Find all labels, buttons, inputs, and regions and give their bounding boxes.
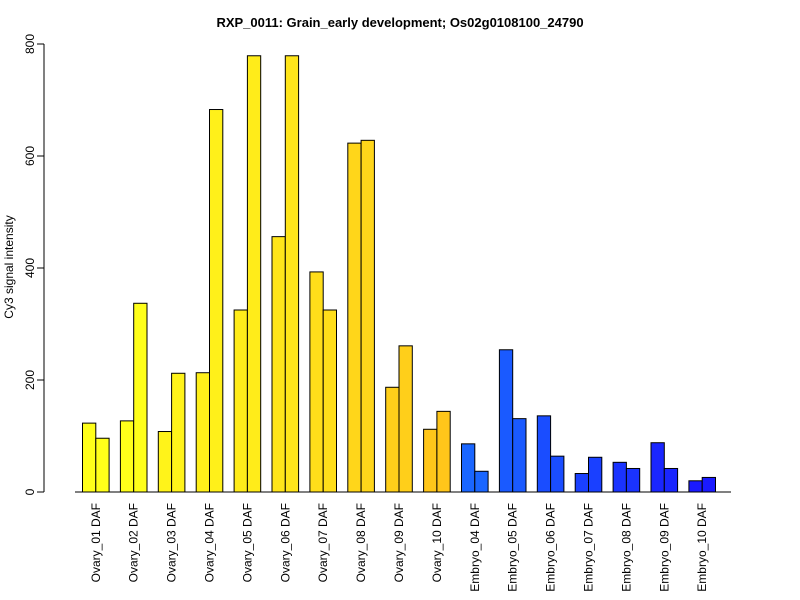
bar-3-0 <box>195 372 210 493</box>
bar-9-0 <box>423 428 438 493</box>
bar-6-1 <box>322 309 338 493</box>
y-tick-label: 0 <box>23 488 37 495</box>
y-tick-label: 400 <box>23 258 37 278</box>
y-tick-label: 600 <box>23 146 37 166</box>
bar-5-1 <box>284 55 300 493</box>
x-tick-label: Ovary_04 DAF <box>203 503 217 582</box>
bar-7-0 <box>347 142 362 493</box>
x-tick-label: Ovary_07 DAF <box>316 503 330 582</box>
bar-7-1 <box>360 139 375 493</box>
y-tick-label: 800 <box>23 34 37 54</box>
bar-6-0 <box>309 271 324 493</box>
x-tick-label: Embryo_07 DAF <box>582 503 596 592</box>
bar-9-1 <box>436 410 451 493</box>
bar-15-0 <box>650 442 665 493</box>
bar-12-0 <box>536 415 552 493</box>
bar-3-1 <box>209 109 224 493</box>
chart-title: RXP_0011: Grain_early development; Os02g… <box>216 15 583 30</box>
x-tick-label: Embryo_10 DAF <box>695 503 709 592</box>
bar-5-0 <box>271 236 286 493</box>
bar-11-1 <box>512 418 527 493</box>
x-tick-label: Embryo_08 DAF <box>619 503 633 592</box>
x-tick-label: Ovary_03 DAF <box>165 503 179 582</box>
bar-16-0 <box>688 480 703 493</box>
y-axis: 0 200 400 600 800 <box>23 34 45 495</box>
bar-0-1 <box>95 437 110 493</box>
bar-14-0 <box>612 461 627 493</box>
bar-8-1 <box>398 345 413 493</box>
x-tick-label: Ovary_08 DAF <box>354 503 368 582</box>
x-tick-label: Ovary_09 DAF <box>392 503 406 582</box>
bar-11-0 <box>498 349 514 493</box>
x-tick-label: Ovary_10 DAF <box>430 503 444 582</box>
bar-2-0 <box>157 431 173 493</box>
bar-13-0 <box>574 473 590 493</box>
bar-4-0 <box>233 309 248 493</box>
bar-10-0 <box>461 443 476 493</box>
x-tick-label: Ovary_01 DAF <box>89 503 103 582</box>
bar-12-1 <box>550 455 565 493</box>
bar-14-1 <box>625 467 641 493</box>
x-tick-label: Ovary_06 DAF <box>278 503 292 582</box>
bar-1-0 <box>119 420 135 493</box>
x-tick-label: Embryo_06 DAF <box>544 503 558 592</box>
bar-10-1 <box>474 470 489 493</box>
bar-13-1 <box>588 456 603 493</box>
bar-4-1 <box>246 55 262 493</box>
x-tick-labels: Ovary_01 DAF Ovary_02 DAF Ovary_03 DAF Ovar… <box>89 503 709 592</box>
bar-16-1 <box>701 476 717 493</box>
bars-group <box>82 55 717 493</box>
x-tick-label: Embryo_04 DAF <box>468 503 482 592</box>
bar-8-0 <box>385 386 400 493</box>
bar-0-0 <box>82 422 97 493</box>
x-tick-label: Embryo_05 DAF <box>506 503 520 592</box>
x-tick-label: Embryo_09 DAF <box>657 503 671 592</box>
x-tick-label: Ovary_05 DAF <box>240 503 254 582</box>
bar-2-1 <box>171 372 186 493</box>
y-axis-label: Cy3 signal intensity <box>2 215 16 318</box>
x-tick-label: Ovary_02 DAF <box>127 503 141 582</box>
bar-15-1 <box>663 467 679 493</box>
bar-1-1 <box>133 302 148 493</box>
y-tick-label: 200 <box>23 370 37 390</box>
